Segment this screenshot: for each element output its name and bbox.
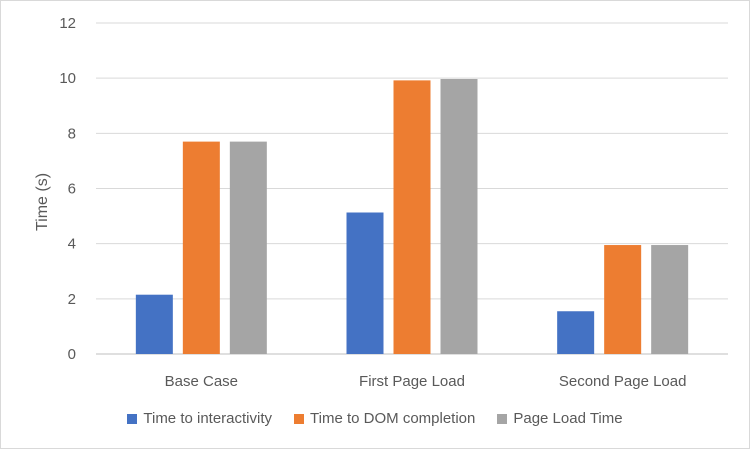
bar-page-load-time-first-page-load	[440, 78, 478, 354]
bar-chart: 0 2 4 6 8 10 12 Base Case First Page Load Second…	[34, 15, 728, 390]
legend-item-time-to-interactivity: Time to interactivity	[127, 410, 272, 427]
x-tick-label: Second Page Load	[559, 373, 687, 390]
bar-time-to-dom-completion-second-page-load	[604, 245, 642, 354]
legend: Time to interactivity Time to DOM comple…	[1, 410, 749, 427]
bar-time-to-dom-completion-base-case	[182, 141, 220, 354]
bar-time-to-interactivity-second-page-load	[557, 311, 595, 354]
bar-page-load-time-base-case	[229, 141, 267, 354]
y-tick-label: 8	[68, 125, 76, 142]
legend-item-time-to-dom-completion: Time to DOM completion	[294, 410, 475, 427]
legend-swatch	[497, 413, 508, 424]
legend-swatch	[127, 413, 138, 424]
y-tick-label: 12	[59, 15, 76, 32]
bars	[135, 78, 689, 354]
bar-time-to-dom-completion-first-page-load	[393, 80, 431, 354]
bar-time-to-interactivity-base-case	[135, 294, 173, 354]
y-tick-label: 4	[68, 236, 76, 253]
y-tick-label: 6	[68, 181, 76, 198]
bar-page-load-time-second-page-load	[651, 245, 689, 354]
y-tick-label: 2	[68, 291, 76, 308]
legend-label: Page Load Time	[513, 410, 623, 427]
x-tick-label: Base Case	[165, 373, 238, 390]
y-tick-label: 0	[68, 346, 76, 363]
y-tick-label: 10	[59, 70, 76, 87]
y-axis-title: Time (s)	[34, 173, 51, 231]
legend-label: Time to DOM completion	[310, 410, 476, 427]
y-tick-labels: 0 2 4 6 8 10 12	[59, 15, 76, 363]
legend-swatch	[294, 413, 305, 424]
x-tick-label: First Page Load	[359, 373, 465, 390]
x-tick-labels: Base Case First Page Load Second Page Load	[165, 373, 687, 390]
bar-time-to-interactivity-first-page-load	[346, 212, 384, 354]
legend-label: Time to interactivity	[143, 410, 273, 427]
legend-item-page-load-time: Page Load Time	[497, 410, 623, 427]
